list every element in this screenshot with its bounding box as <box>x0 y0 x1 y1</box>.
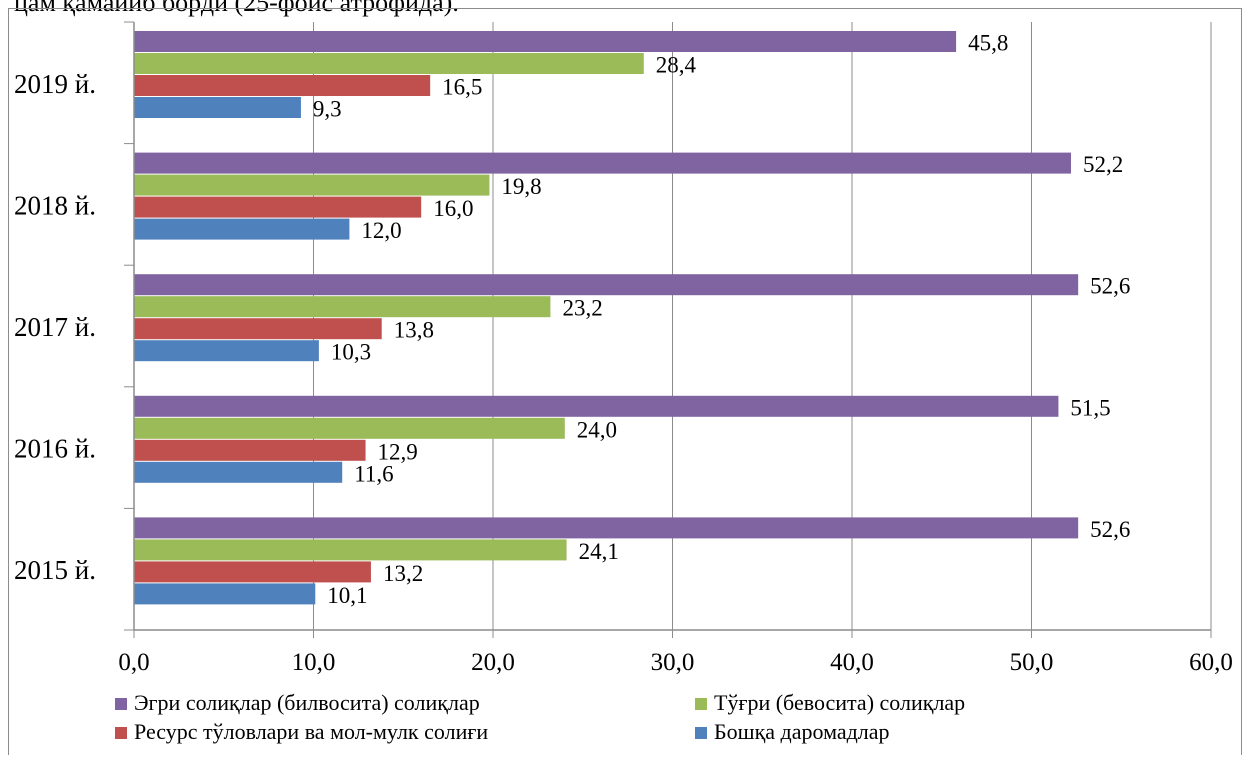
category-label: 2018 й. <box>14 190 96 220</box>
axes <box>124 21 1212 638</box>
bar <box>134 517 1079 539</box>
bar <box>134 583 316 605</box>
legend-label: Бошқа даромадлар <box>714 719 890 744</box>
bar <box>134 340 319 362</box>
bar <box>134 318 382 340</box>
bar <box>134 174 490 196</box>
bar <box>134 152 1071 174</box>
bar <box>134 274 1079 296</box>
bar <box>134 196 422 218</box>
data-label: 13,2 <box>383 561 423 586</box>
data-label: 51,5 <box>1070 395 1110 420</box>
data-label: 16,5 <box>442 75 482 100</box>
x-tick-label: 60,0 <box>1189 649 1233 676</box>
bar <box>134 417 565 439</box>
legend-swatch <box>695 698 707 710</box>
data-label: 9,3 <box>313 97 342 122</box>
grid-lines <box>313 22 1212 630</box>
data-label: 12,0 <box>361 218 401 243</box>
data-label: 24,1 <box>579 539 619 564</box>
x-tick-labels: 0,0 10,0 20,0 30,0 40,0 50,0 60,0 <box>118 649 1233 676</box>
bar <box>134 395 1059 417</box>
category-label: 2015 й. <box>14 555 96 585</box>
x-tick-label: 10,0 <box>292 649 336 676</box>
category-label: 2016 й. <box>14 434 96 464</box>
data-label: 13,8 <box>394 318 434 343</box>
legend-swatch <box>115 698 127 710</box>
legend: Эгри солиқлар (билвосита) солиқлар Тўғри … <box>115 690 965 744</box>
bar <box>134 75 431 96</box>
category-label: 2019 й. <box>14 69 96 99</box>
data-label: 52,6 <box>1090 517 1130 542</box>
legend-label: Тўғри (бевосита) солиқлар <box>714 690 965 715</box>
bar <box>134 439 366 461</box>
x-tick-label: 30,0 <box>651 649 695 676</box>
data-label: 10,3 <box>331 340 371 365</box>
category-labels: 2019 й. 2018 й. 2017 й. 2016 й. 2015 й. <box>14 69 96 585</box>
bar <box>134 53 644 74</box>
bar <box>134 97 301 118</box>
bars <box>134 31 1079 605</box>
x-tick-label: 20,0 <box>471 649 515 676</box>
data-label: 23,2 <box>562 296 602 321</box>
data-label: 19,8 <box>501 174 541 199</box>
category-label: 2017 й. <box>14 312 96 342</box>
bar <box>134 296 551 318</box>
data-label: 45,8 <box>968 31 1008 56</box>
data-label: 16,0 <box>433 196 473 221</box>
legend-swatch <box>115 727 127 739</box>
bar <box>134 539 567 561</box>
data-label: 52,2 <box>1083 152 1123 177</box>
bar <box>134 461 343 483</box>
data-label: 11,6 <box>354 461 393 486</box>
chart-frame <box>8 8 1242 755</box>
data-labels: 45,8 28,4 16,5 9,3 52,2 19,8 16,0 12,0 52,6 23,2 1… <box>313 31 1130 608</box>
x-tick-label: 0,0 <box>118 649 149 676</box>
legend-swatch <box>695 727 707 739</box>
legend-label: Эгри солиқлар (билвосита) солиқлар <box>134 690 480 715</box>
bar <box>134 31 957 52</box>
bar <box>134 561 371 583</box>
data-label: 52,6 <box>1090 274 1130 299</box>
data-label: 24,0 <box>577 417 617 442</box>
data-label: 10,1 <box>327 583 367 608</box>
legend-label: Ресурс тўловлари ва мол-мулк солиғи <box>134 719 488 744</box>
bar <box>134 218 350 240</box>
data-label: 28,4 <box>656 53 697 78</box>
x-tick-label: 40,0 <box>830 649 874 676</box>
data-label: 12,9 <box>378 439 418 464</box>
x-tick-label: 50,0 <box>1010 649 1054 676</box>
